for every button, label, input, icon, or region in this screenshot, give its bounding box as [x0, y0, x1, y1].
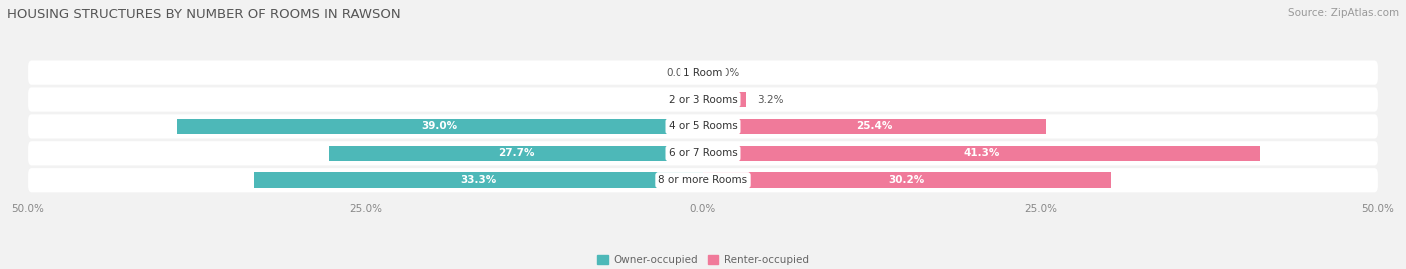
FancyBboxPatch shape [28, 141, 1378, 165]
FancyBboxPatch shape [28, 87, 1378, 112]
Text: HOUSING STRUCTURES BY NUMBER OF ROOMS IN RAWSON: HOUSING STRUCTURES BY NUMBER OF ROOMS IN… [7, 8, 401, 21]
Text: 1 Room: 1 Room [683, 68, 723, 78]
Bar [177, 119, 703, 134]
Text: 6 or 7 Rooms: 6 or 7 Rooms [669, 148, 737, 158]
Bar [703, 92, 747, 107]
Text: 0.0%: 0.0% [666, 94, 692, 105]
Bar [253, 172, 703, 188]
Text: 0.0%: 0.0% [666, 68, 692, 78]
Text: 2 or 3 Rooms: 2 or 3 Rooms [669, 94, 737, 105]
Text: 0.0%: 0.0% [714, 68, 740, 78]
Text: 25.4%: 25.4% [856, 121, 893, 132]
Text: 4 or 5 Rooms: 4 or 5 Rooms [669, 121, 737, 132]
Text: 27.7%: 27.7% [498, 148, 534, 158]
Bar [329, 146, 703, 161]
Legend: Owner-occupied, Renter-occupied: Owner-occupied, Renter-occupied [593, 251, 813, 269]
Text: 8 or more Rooms: 8 or more Rooms [658, 175, 748, 185]
Bar [703, 119, 1046, 134]
FancyBboxPatch shape [28, 61, 1378, 85]
Text: 3.2%: 3.2% [756, 94, 783, 105]
Text: 39.0%: 39.0% [422, 121, 458, 132]
Bar [703, 146, 1260, 161]
FancyBboxPatch shape [28, 168, 1378, 192]
Bar [703, 172, 1111, 188]
Text: Source: ZipAtlas.com: Source: ZipAtlas.com [1288, 8, 1399, 18]
Text: 41.3%: 41.3% [963, 148, 1000, 158]
Text: 33.3%: 33.3% [460, 175, 496, 185]
FancyBboxPatch shape [28, 114, 1378, 139]
Text: 30.2%: 30.2% [889, 175, 925, 185]
